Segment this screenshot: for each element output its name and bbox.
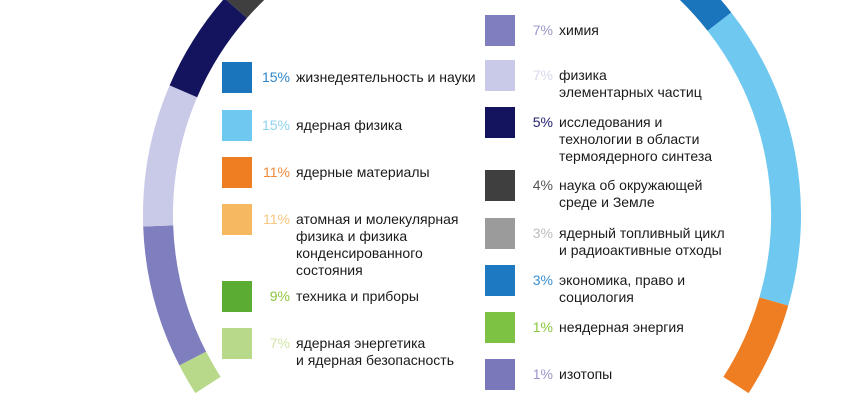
legend-swatch (485, 265, 515, 296)
legend-item: 1% неядерная энергия (485, 312, 684, 343)
donut-slice (226, 0, 265, 19)
donut-slice (723, 297, 789, 394)
legend-percent: 11% (263, 164, 290, 180)
legend-swatch (485, 312, 515, 343)
donut-slice (179, 351, 221, 394)
legend-label: химия (559, 22, 599, 38)
legend-percent: 11% (263, 211, 290, 227)
legend-percent: 15% (261, 117, 290, 133)
legend-percent: 1% (532, 366, 553, 382)
legend-item: 9% техника и приборы (222, 281, 419, 312)
legend-item: 4% наука об окружающей среде и Земле (485, 170, 702, 211)
legend-percent: 1% (532, 319, 553, 335)
legend-swatch (222, 110, 252, 141)
legend-swatch (222, 281, 252, 312)
legend-item: 7% физика элементарных частиц (485, 60, 702, 101)
legend-swatch (222, 328, 252, 359)
legend-item: 3% экономика, право и социология (485, 265, 685, 306)
legend-label: ядерные материалы (296, 164, 430, 180)
legend-label: физика элементарных частиц (559, 67, 702, 100)
legend-item: 11% атомная и молекулярная физика и физик… (222, 204, 459, 279)
legend-label: исследования и технологии в области терм… (559, 114, 713, 164)
legend-percent: 5% (532, 114, 553, 130)
legend-item: 7% ядерная энергетика и ядерная безопасно… (222, 328, 454, 369)
legend-item: 3% ядерный топливный цикл и радиоактивные… (485, 218, 725, 259)
legend-percent: 15% (261, 69, 290, 85)
legend-item: 11% ядерные материалы (222, 157, 430, 188)
legend-label: ядерный топливный цикл и радиоактивные о… (559, 225, 725, 258)
legend-item: 1% изотопы (485, 359, 612, 390)
legend-percent: 9% (269, 288, 290, 304)
legend-percent: 3% (532, 225, 553, 241)
legend-swatch (222, 62, 252, 93)
legend-swatch (222, 204, 252, 235)
donut-slice (169, 0, 248, 98)
legend-item: 15% жизнедеятельность и науки (222, 62, 476, 93)
legend-percent: 3% (532, 272, 553, 288)
legend-percent: 4% (532, 177, 553, 193)
legend-percent: 7% (532, 67, 553, 83)
legend-label: экономика, право и социология (559, 272, 686, 305)
legend-label: атомная и молекулярная физика и физика к… (296, 211, 459, 278)
donut-slice (143, 85, 198, 227)
legend-percent: 7% (269, 335, 290, 351)
legend-swatch (485, 170, 515, 201)
legend-label: жизнедеятельность и науки (296, 69, 476, 85)
legend-label: техника и приборы (296, 288, 419, 304)
legend-swatch (485, 359, 515, 390)
donut-slice (143, 225, 207, 366)
legend-item: 5% исследования и технологии в области те… (485, 107, 712, 165)
legend-label: неядерная энергия (559, 319, 684, 335)
legend-swatch (222, 157, 252, 188)
legend-swatch (485, 15, 515, 46)
legend-item: 7% химия (485, 15, 599, 46)
legend-swatch (485, 218, 515, 249)
legend-label: ядерная физика (296, 117, 403, 133)
legend-percent: 7% (532, 22, 553, 38)
donut-slice (707, 12, 801, 306)
legend-item: 15% ядерная физика (222, 110, 402, 141)
legend-label: наука об окружающей среде и Земле (559, 177, 703, 210)
legend-label: ядерная энергетика и ядерная безопасност… (296, 335, 454, 368)
legend-label: изотопы (559, 366, 613, 382)
legend-swatch (485, 107, 515, 138)
legend-swatch (485, 60, 515, 91)
